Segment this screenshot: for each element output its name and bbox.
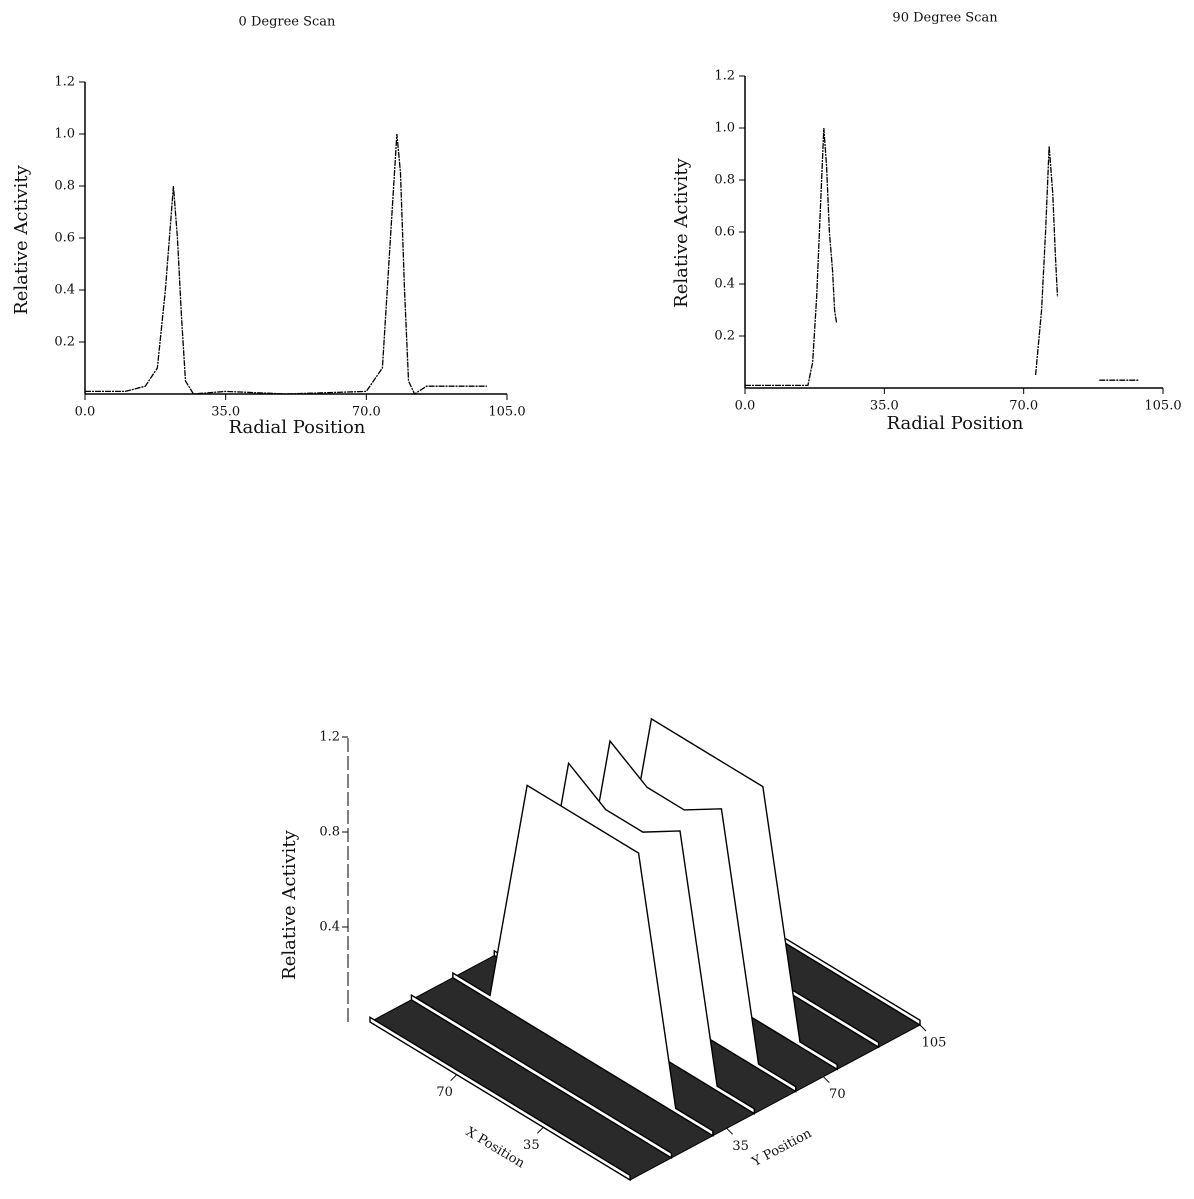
y-tick-label: 1.2 [54,75,75,90]
y-tick-label: 0.2 [54,335,75,350]
z-axis-label: Relative Activity [279,829,300,979]
x-tick-label: 105.0 [488,405,525,420]
x-tick-label: 0.0 [75,405,96,420]
y-tick-label: 0.4 [714,277,735,292]
x-tick-label: 35 [523,1138,540,1153]
y-tick-label: 35 [732,1139,749,1154]
x-tick-label: 70.0 [352,405,381,420]
data-line [85,133,487,395]
x-tick-label: 0.0 [735,399,756,414]
chart-title: 90 Degree Scan [892,11,998,26]
z-tick-label: 0.8 [319,825,340,840]
y-axis-label: Y Position [749,1126,815,1171]
x-tick-label: 70 [436,1085,453,1100]
y-tick-label: 70 [829,1087,846,1102]
y-axis-label: Relative Activity [11,164,32,314]
surface-row [452,784,714,1137]
y-tick-label: 1.0 [54,127,75,142]
y-tick-label: 0.2 [714,329,735,344]
chart-title: 0 Degree Scan [239,15,337,30]
z-tick-label: 1.2 [319,730,340,745]
x-axis-label: X Position [463,1125,528,1172]
y-tick-label: 0.8 [54,179,75,194]
x-tick [536,1126,544,1134]
x-tick-label: 35.0 [211,405,240,420]
z-tick-label: 0.4 [319,920,340,935]
x-tick-label: 35.0 [870,399,899,414]
y-tick [726,1127,734,1135]
x-axis-label: Radial Position [229,417,366,438]
y-tick-label: 0.6 [714,225,735,240]
y-tick-label: 0.8 [714,173,735,188]
y-tick-label: 1.0 [714,121,735,136]
y-tick [822,1076,830,1084]
x-tick [450,1074,458,1082]
y-tick-label: 105 [922,1036,947,1051]
x-tick-label: 105.0 [1144,399,1181,414]
y-tick-label: 0.6 [54,231,75,246]
y-tick-label: 1.2 [714,69,735,84]
y-tick [919,1024,927,1032]
data-line [745,127,1140,387]
surface-row [410,993,673,1160]
x-tick-label: 70.0 [1009,399,1038,414]
y-tick-label: 0.4 [54,283,75,298]
x-axis-label: Radial Position [887,413,1024,434]
y-axis-label: Relative Activity [671,157,692,307]
